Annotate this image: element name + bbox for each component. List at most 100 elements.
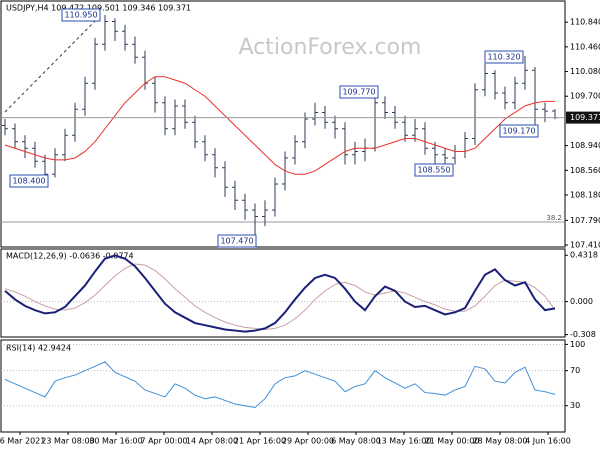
indicator-line [4, 263, 556, 330]
ohlc-bar [132, 36, 138, 64]
ohlc-bar [382, 96, 388, 119]
y-tick-label: 108.180 [570, 191, 600, 200]
main-frame [0, 0, 566, 248]
annotation-label: 110.320 [487, 53, 520, 62]
x-tick-label: 21 May 00:00 [425, 437, 480, 446]
macd-title: MACD(12,26,9) -0.0636 -0.0774 [6, 252, 134, 261]
ohlc-bar [2, 118, 8, 136]
ohlc-bar [242, 193, 248, 220]
y-tick-label: 0.4318 [570, 251, 598, 260]
y-tick-label: -0.308 [570, 330, 596, 339]
annotation-box [9, 174, 49, 188]
ohlc-bar [502, 86, 508, 110]
ohlc-bar [402, 115, 408, 142]
y-tick-label: 110.460 [570, 42, 600, 51]
rsi-frame [0, 339, 566, 433]
annotation-label: 107.470 [220, 237, 253, 246]
last-price-box [566, 111, 600, 124]
ohlc-bar [372, 91, 378, 152]
ohlc-bar [62, 128, 68, 162]
ohlc-bar [522, 55, 528, 90]
annotation-label: 110.950 [64, 11, 97, 20]
last-price-label: 109.371 [570, 113, 600, 122]
indicator-line [4, 361, 556, 409]
ohlc-bar [212, 148, 218, 178]
ohlc-bar [332, 115, 338, 139]
ohlc-bar [362, 138, 368, 162]
ohlc-bar [112, 18, 118, 41]
y-tick-label: 107.790 [570, 216, 600, 225]
ohlc-bar [432, 141, 438, 165]
x-tick-label: 4 Jun 16:00 [525, 437, 571, 446]
annotation-label: 108.400 [12, 177, 45, 186]
rsi-title: RSI(14) 42.9424 [6, 344, 71, 353]
x-tick-label: 21 Apr 16:00 [234, 437, 286, 446]
y-tick-label: 30 [570, 401, 580, 410]
y-tick-label: 110.080 [570, 67, 600, 76]
ohlc-bar [352, 141, 358, 165]
y-tick-label: 107.410 [570, 241, 600, 250]
y-tick-label: 0.000 [570, 297, 593, 306]
y-tick-label: 100 [570, 340, 585, 349]
ohlc-bar [92, 37, 98, 90]
annotation-box [484, 50, 524, 64]
annotation-box [217, 234, 257, 248]
annotation-label: 109.170 [502, 127, 535, 136]
ohlc-bar [422, 122, 428, 155]
macd-frame [0, 248, 566, 338]
x-tick-label: 13 May 16:00 [377, 437, 432, 446]
y-tick-label: 110.840 [570, 18, 600, 27]
ohlc-bar [492, 70, 498, 100]
y-tick-label: 108.560 [570, 166, 600, 175]
ohlc-bar [302, 112, 308, 149]
ohlc-bar [232, 180, 238, 210]
moving-average [4, 76, 555, 175]
x-tick-label: 14 Apr 08:00 [186, 437, 238, 446]
x-tick-label: 29 Apr 00:00 [282, 437, 334, 446]
ohlc-bar [102, 14, 108, 51]
ohlc-bar [162, 96, 168, 136]
fib-label: 38.2 [546, 214, 562, 222]
ohlc-bar [182, 99, 188, 129]
y-tick-label: 109.700 [570, 92, 600, 101]
ohlc-bar [152, 76, 158, 113]
chart-title: USDJPY,H4 109.472 109.501 109.346 109.37… [6, 4, 191, 13]
x-tick-label: 28 May 08:00 [473, 437, 528, 446]
annotation-box [339, 85, 379, 99]
ohlc-bar [472, 83, 478, 145]
ohlc-bar [462, 131, 468, 158]
y-tick-label: 70 [570, 366, 580, 375]
annotation-box [499, 124, 539, 138]
ohlc-bar [482, 63, 488, 97]
annotation-label: 108.550 [417, 166, 450, 175]
indicator-line [4, 254, 556, 333]
ohlc-bar [342, 122, 348, 165]
ohlc-bar [192, 115, 198, 149]
x-tick-label: 30 Mar 16:00 [89, 437, 142, 446]
ohlc-bar [202, 135, 208, 162]
x-tick-label: 7 Apr 00:00 [140, 437, 187, 446]
trend-line [4, 15, 101, 113]
annotation-box [414, 163, 454, 177]
ohlc-bar [122, 24, 128, 51]
x-tick-label: 6 May 08:00 [331, 437, 381, 446]
annotation-box [61, 8, 101, 22]
ohlc-bar [12, 123, 18, 149]
ohlc-bar [312, 102, 318, 126]
ohlc-bar [452, 144, 458, 165]
ohlc-bar [22, 135, 28, 158]
ohlc-bar [52, 148, 58, 178]
ohlc-bar [262, 200, 268, 227]
ohlc-bar [542, 102, 548, 123]
ohlc-bar [82, 76, 88, 116]
annotation-label: 109.770 [342, 88, 375, 97]
ohlc-bar [532, 66, 538, 131]
ohlc-bar [512, 76, 518, 110]
watermark: ActionForex.com [239, 35, 422, 60]
ohlc-bar [272, 177, 278, 217]
ohlc-bar [412, 118, 418, 142]
x-tick-label: 23 Mar 08:00 [41, 437, 94, 446]
ohlc-bar [292, 135, 298, 165]
